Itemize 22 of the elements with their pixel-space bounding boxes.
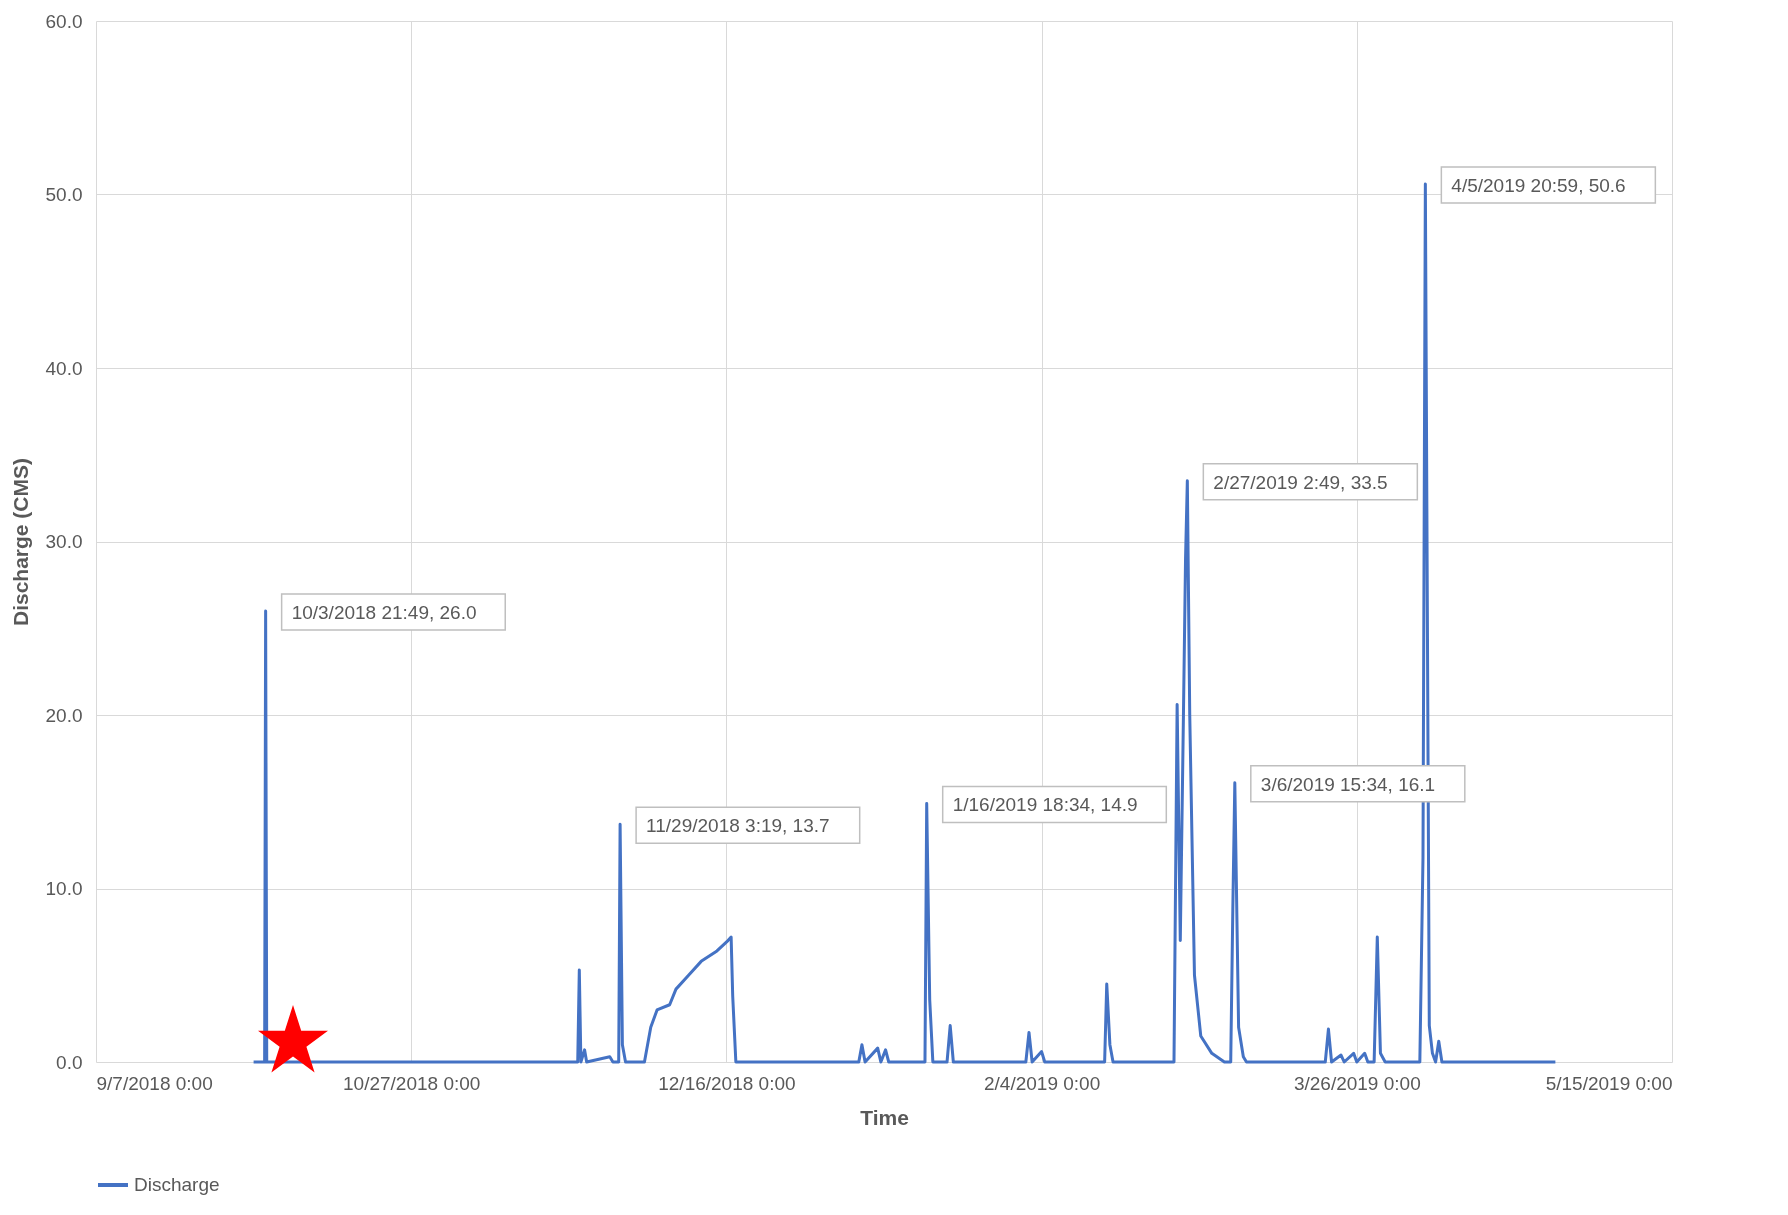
y-tick-label: 60.0 xyxy=(45,10,83,32)
y-axis-title: Discharge (CMS) xyxy=(8,457,32,627)
annotation: 2/27/2019 2:49, 33.5 xyxy=(1213,471,1388,493)
annotation: 10/3/2018 21:49, 26.0 xyxy=(291,601,477,623)
y-tick-label: 10.0 xyxy=(45,878,83,899)
x-tick-label: 2/4/2019 0:00 xyxy=(983,1072,1101,1094)
annotation: 1/16/2019 18:34, 14.9 xyxy=(952,794,1138,816)
y-tick-label: 20.0 xyxy=(45,704,83,726)
y-tick-label: 40.0 xyxy=(45,357,83,379)
x-tick-label: 5/15/2019 0:00 xyxy=(1545,1072,1673,1094)
annotation: 4/5/2019 20:59, 50.6 xyxy=(1451,175,1626,197)
x-tick-label: 12/16/2018 0:00 xyxy=(658,1072,796,1094)
x-tick-label: 9/7/2018 0:00 xyxy=(96,1072,213,1094)
x-tick-label: 3/26/2019 0:00 xyxy=(1293,1072,1421,1094)
legend-label: Discharge xyxy=(134,1174,220,1195)
x-axis-title: Time xyxy=(860,1105,909,1129)
x-tick-label: 10/27/2018 0:00 xyxy=(343,1072,481,1094)
y-tick-label: 50.0 xyxy=(45,184,83,205)
annotation: 11/29/2018 3:19, 13.7 xyxy=(646,815,830,837)
annotation: 3/6/2019 15:34, 16.1 xyxy=(1260,773,1436,795)
y-tick-label: 0.0 xyxy=(56,1051,83,1073)
y-tick-label: 30.0 xyxy=(45,531,83,552)
